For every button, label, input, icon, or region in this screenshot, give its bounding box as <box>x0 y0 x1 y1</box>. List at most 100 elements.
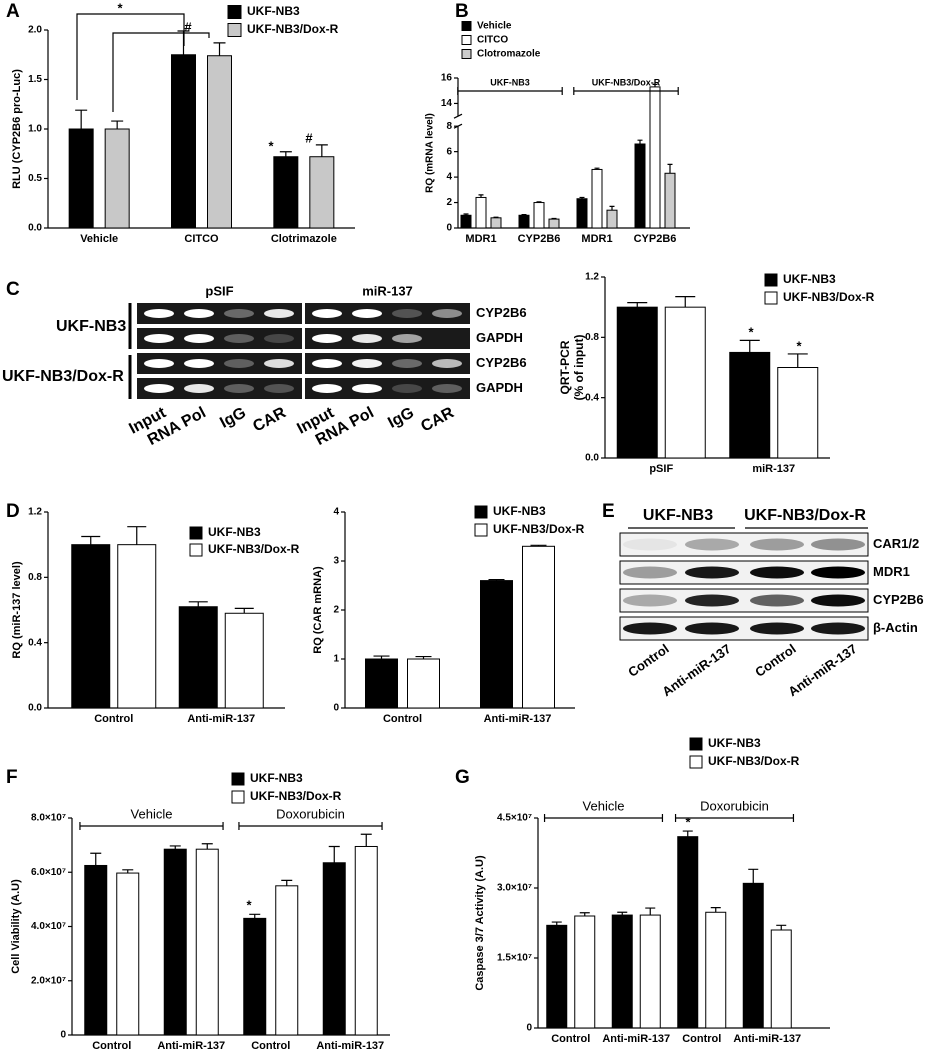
gel-band <box>432 309 462 318</box>
error-bar <box>579 196 585 199</box>
gel-strip <box>137 303 302 324</box>
bar <box>71 544 111 709</box>
gel-strip <box>137 353 302 374</box>
error-bar <box>710 907 721 913</box>
annotation: * <box>246 897 252 912</box>
panel-letter: E <box>602 501 615 522</box>
y-tick-label: 1.5 <box>28 74 42 85</box>
bar <box>84 864 108 1036</box>
gel-band <box>352 334 382 343</box>
gel-band <box>184 309 214 318</box>
y-tick-label: 0 <box>333 703 339 714</box>
gel-band <box>312 309 342 318</box>
y-tick-label: 0.0 <box>585 453 599 464</box>
error-bar <box>281 879 293 886</box>
panel-letter: C <box>6 279 20 300</box>
x-tick-label: Anti-miR-137 <box>602 1033 670 1045</box>
gel-cell-line: UKF-NB3/Dox-R <box>744 507 866 524</box>
legend-swatch <box>189 526 203 540</box>
significance-bracket <box>112 32 210 112</box>
bar <box>611 914 633 1029</box>
error-bar <box>617 911 628 916</box>
x-tick-label: MDR1 <box>465 233 496 245</box>
bar <box>480 580 513 709</box>
gel-band <box>685 566 739 579</box>
annotation: * <box>685 814 691 829</box>
legend-swatch <box>474 523 488 537</box>
gel-cell-line: UKF-NB3 <box>56 318 126 335</box>
annotation: # <box>184 19 192 34</box>
error-bar <box>609 205 615 211</box>
y-tick-label: 6 <box>446 146 452 157</box>
error-bar <box>169 845 181 850</box>
bar <box>104 128 130 229</box>
y-tick-label: 2 <box>446 197 452 208</box>
error-bar <box>551 921 562 926</box>
error-bar <box>551 217 557 220</box>
y-tick-label: 1.0 <box>28 124 42 135</box>
group-bracket <box>79 822 224 830</box>
gel-band <box>685 594 739 607</box>
error-bar <box>75 109 88 129</box>
error-bar <box>90 852 102 866</box>
error-bar <box>177 30 190 55</box>
error-bar <box>373 655 390 659</box>
y-tick-label: 6.0×10⁷ <box>31 867 66 878</box>
bar <box>664 172 676 229</box>
bar <box>365 658 398 709</box>
gel-strip <box>305 353 470 374</box>
gel-band <box>144 334 174 343</box>
bar <box>616 306 658 459</box>
error-bar <box>579 912 590 916</box>
gel-band <box>750 566 804 579</box>
gel-lane-label: IgG <box>385 404 417 432</box>
bar <box>649 86 661 229</box>
annotation: * <box>268 138 274 153</box>
error-bar <box>122 869 134 874</box>
y-tick-label: 2.0 <box>28 25 42 36</box>
bar <box>518 214 530 229</box>
legend-swatch <box>231 790 245 804</box>
error-bar <box>521 214 527 216</box>
gel-row-label: CYP2B6 <box>476 305 527 320</box>
gel-band <box>184 384 214 393</box>
bar <box>639 914 661 1029</box>
x-tick-label: Clotrimazole <box>271 233 337 245</box>
legend-label: UKF-NB3 <box>493 504 546 518</box>
bar <box>243 917 267 1036</box>
legend-label: UKF-NB3 <box>783 272 836 286</box>
error-bar <box>637 139 643 144</box>
gel-strip <box>619 616 869 641</box>
error-bar <box>188 601 208 607</box>
error-bar <box>463 213 469 216</box>
bar <box>354 845 378 1036</box>
x-tick-label: Control <box>251 1040 290 1050</box>
gel-lane-label: CAR <box>418 404 457 436</box>
y-tick-label: 8 <box>446 121 452 132</box>
x-tick-label: Control <box>92 1040 131 1050</box>
error-bar <box>536 201 542 203</box>
gel-strip <box>305 378 470 399</box>
group-label: Doxorubicin <box>700 798 769 813</box>
gel-band <box>750 622 804 635</box>
y-tick-label: 8.0×10⁷ <box>31 813 66 824</box>
error-bar <box>645 907 656 916</box>
y-tick-label: 4 <box>446 172 452 183</box>
gel-band <box>144 359 174 368</box>
gel-band <box>144 309 174 318</box>
gel-band <box>224 384 254 393</box>
y-axis-title: QRT-PCR <box>558 340 572 394</box>
gel-band <box>811 538 865 551</box>
gel-band <box>811 622 865 635</box>
gel-strip <box>137 328 302 349</box>
gel-column-title: miR-137 <box>362 283 413 298</box>
gel-band <box>685 538 739 551</box>
x-tick-label: CYP2B6 <box>634 233 677 245</box>
panel-letter: A <box>6 1 20 22</box>
y-tick-label: 4.0×10⁷ <box>31 921 66 932</box>
bar <box>490 217 502 229</box>
panel-letter: F <box>6 767 18 788</box>
bar <box>546 924 568 1029</box>
x-tick-label: Anti-miR-137 <box>187 713 255 725</box>
bar <box>770 929 792 1029</box>
